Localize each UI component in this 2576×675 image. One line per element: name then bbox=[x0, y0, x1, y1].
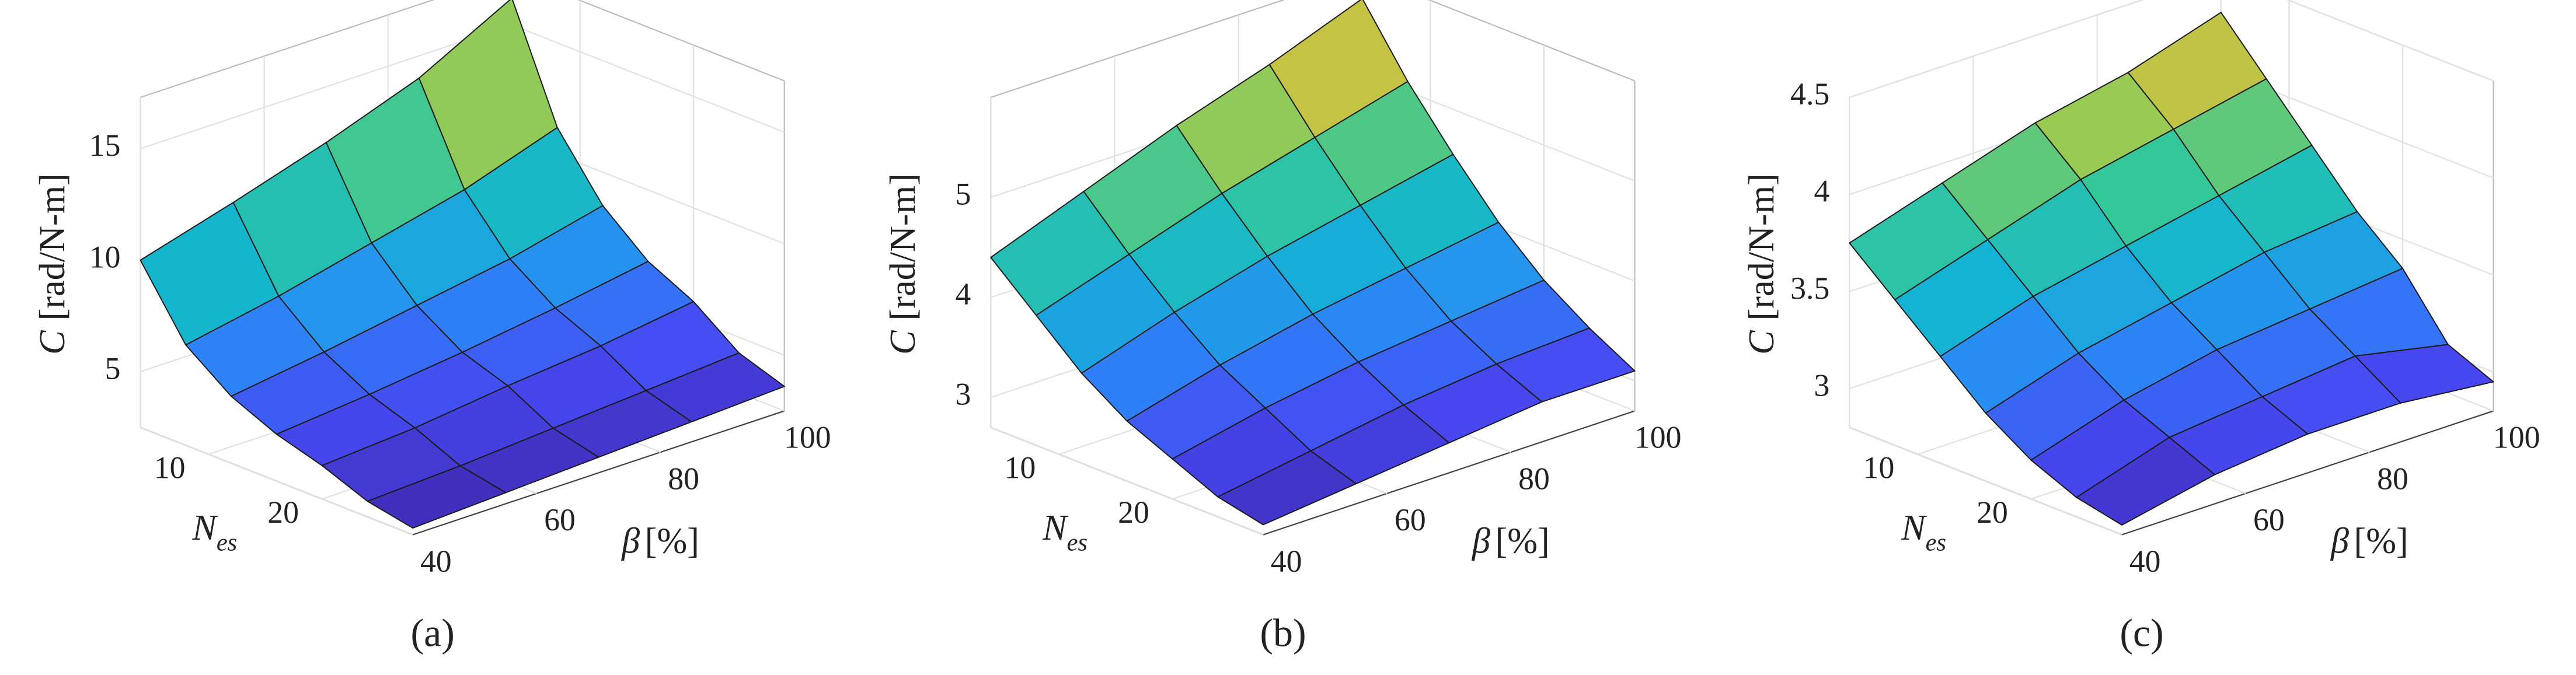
z-tick-label: 4 bbox=[955, 277, 971, 312]
axis-edge bbox=[140, 0, 435, 98]
y-label-text: [%] bbox=[2354, 522, 2408, 561]
z-tick-label: 5 bbox=[105, 351, 121, 386]
grid-line bbox=[140, 426, 413, 536]
y-tick-label: 80 bbox=[1518, 461, 1550, 496]
panel-caption: (a) bbox=[410, 611, 454, 655]
z-tick-label: 3 bbox=[955, 377, 971, 412]
x-tick-label: 20 bbox=[1118, 495, 1149, 530]
y-label-symbol: β bbox=[2330, 522, 2349, 561]
y-label-symbol: β bbox=[1472, 522, 1490, 561]
y-tick-label: 60 bbox=[2253, 502, 2285, 537]
axis-edge bbox=[990, 0, 1285, 98]
x-tick-label: 10 bbox=[154, 450, 186, 485]
panel: 5 10 15 10 20 40 60 80 100 C [rad/N-m] Nes β [%] (a) bbox=[33, 0, 831, 655]
x-label-subscript: es bbox=[217, 529, 237, 556]
axis-edge bbox=[412, 410, 785, 536]
x-axis-label: Nes bbox=[1901, 508, 1946, 556]
axis-edge bbox=[2121, 410, 2494, 536]
grid-line bbox=[1849, 0, 2144, 98]
panel: 3 4 5 10 20 40 60 80 100 C [rad/N-m] Nes β [%] (b) bbox=[883, 0, 1681, 655]
x-label-symbol: N bbox=[191, 508, 218, 548]
axis-edge bbox=[1263, 410, 1635, 536]
z-axis-label: C [rad/N-m] bbox=[883, 173, 923, 355]
z-axis-label: C [rad/N-m] bbox=[1742, 173, 1782, 355]
surface-face bbox=[367, 465, 507, 529]
y-axis-label: β [%] bbox=[1472, 522, 1550, 561]
y-tick-label: 60 bbox=[1395, 502, 1426, 537]
z-axis-label: C [rad/N-m] bbox=[33, 173, 72, 355]
panel-caption: (b) bbox=[1260, 611, 1306, 655]
y-axis-label: β [%] bbox=[2330, 522, 2408, 561]
z-tick-label: 3 bbox=[1814, 368, 1829, 403]
x-label-symbol: N bbox=[1901, 508, 1927, 548]
axis-edge bbox=[577, 0, 785, 82]
x-tick-label: 20 bbox=[267, 495, 299, 530]
y-tick-label: 80 bbox=[2377, 461, 2408, 496]
z-tick-label: 3.5 bbox=[1790, 271, 1829, 306]
y-axis-label: β [%] bbox=[621, 522, 699, 561]
y-tick-label: 40 bbox=[1271, 544, 1302, 579]
z-tick-label: 4.5 bbox=[1790, 76, 1829, 111]
z-label-symbol: C bbox=[883, 330, 923, 355]
y-tick-label: 40 bbox=[420, 544, 452, 579]
z-tick-label: 15 bbox=[89, 128, 121, 163]
panel: 3 3.5 4 4.5 10 20 40 60 80 100 C [rad/N-m] Nes β [%] (c… bbox=[1742, 0, 2540, 655]
x-label-subscript: es bbox=[1067, 529, 1087, 556]
axis-edge bbox=[1427, 0, 1635, 82]
grid-line bbox=[990, 426, 1264, 536]
grid-line bbox=[140, 24, 513, 149]
z-label-symbol: C bbox=[33, 330, 72, 355]
surface-face bbox=[1217, 450, 1357, 526]
x-tick-label: 20 bbox=[1977, 495, 2008, 530]
y-tick-label: 40 bbox=[2129, 544, 2161, 579]
z-tick-label: 4 bbox=[1814, 174, 1829, 209]
grid-line bbox=[1849, 426, 2122, 536]
grid-line bbox=[2286, 0, 2494, 82]
z-label-symbol: C bbox=[1742, 330, 1782, 355]
x-axis-label: Nes bbox=[191, 508, 237, 556]
grid-line bbox=[511, 24, 785, 133]
x-label-symbol: N bbox=[1042, 508, 1069, 548]
y-tick-label: 60 bbox=[544, 502, 576, 537]
y-tick-label: 100 bbox=[1634, 420, 1682, 455]
y-tick-label: 100 bbox=[2493, 420, 2540, 455]
x-axis-label: Nes bbox=[1042, 508, 1087, 556]
y-tick-label: 100 bbox=[784, 420, 831, 455]
z-label-text: [rad/N-m] bbox=[33, 173, 72, 320]
z-label-text: [rad/N-m] bbox=[1742, 173, 1782, 320]
x-label-subscript: es bbox=[1926, 529, 1946, 556]
y-label-text: [%] bbox=[1495, 522, 1549, 561]
x-tick-label: 10 bbox=[1005, 450, 1036, 485]
y-label-symbol: β bbox=[621, 522, 640, 561]
z-tick-label: 5 bbox=[955, 177, 971, 212]
panel-caption: (c) bbox=[2120, 611, 2163, 655]
y-label-text: [%] bbox=[645, 522, 699, 561]
axis-edge bbox=[2286, 0, 2494, 82]
y-tick-label: 80 bbox=[668, 461, 699, 496]
surface-face bbox=[2076, 436, 2216, 526]
x-tick-label: 10 bbox=[1863, 450, 1895, 485]
z-label-text: [rad/N-m] bbox=[883, 173, 923, 320]
z-tick-label: 10 bbox=[89, 239, 121, 274]
